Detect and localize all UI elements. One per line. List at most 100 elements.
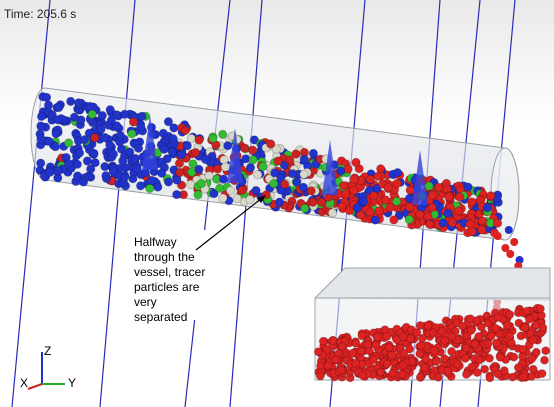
particle bbox=[405, 202, 415, 212]
bin-particle bbox=[313, 347, 323, 357]
particle bbox=[271, 144, 281, 154]
bin-particle bbox=[430, 346, 440, 355]
particle bbox=[87, 109, 97, 120]
annotation-box bbox=[128, 230, 220, 320]
particle bbox=[467, 197, 477, 207]
bin-particle bbox=[499, 366, 509, 376]
particle bbox=[392, 168, 403, 178]
particle bbox=[273, 156, 283, 166]
particle bbox=[82, 156, 93, 166]
particle bbox=[163, 117, 174, 127]
particle bbox=[258, 161, 268, 172]
bin-particle bbox=[485, 373, 495, 383]
particle bbox=[482, 203, 492, 213]
particle bbox=[415, 209, 425, 220]
bin-particle bbox=[440, 354, 449, 364]
bin-particle bbox=[504, 331, 514, 341]
particle bbox=[245, 194, 255, 205]
bin-particle bbox=[466, 326, 476, 335]
bin-particle bbox=[476, 322, 486, 332]
particle bbox=[193, 190, 203, 200]
bin-particle bbox=[467, 362, 477, 372]
particle bbox=[72, 159, 83, 170]
particle bbox=[266, 139, 276, 149]
particle bbox=[486, 191, 496, 201]
particle bbox=[127, 129, 137, 139]
particle bbox=[337, 201, 347, 212]
bin-particle bbox=[431, 357, 441, 367]
particle bbox=[477, 216, 487, 226]
particle bbox=[352, 202, 363, 213]
particle bbox=[251, 185, 261, 196]
particle bbox=[132, 163, 142, 174]
particle bbox=[279, 160, 289, 170]
particle bbox=[249, 135, 260, 145]
bin-particle bbox=[371, 340, 381, 350]
particle bbox=[168, 134, 178, 144]
bin-particle bbox=[528, 335, 538, 345]
particle bbox=[370, 215, 380, 225]
particle bbox=[194, 164, 204, 175]
bin-particle bbox=[376, 367, 386, 377]
bin-particle bbox=[428, 327, 438, 337]
bin-particle bbox=[373, 332, 382, 342]
particle bbox=[380, 195, 391, 205]
bin-particle bbox=[483, 339, 493, 349]
particle bbox=[276, 173, 286, 183]
particle bbox=[365, 174, 375, 185]
particle bbox=[41, 92, 52, 103]
particle bbox=[36, 158, 46, 168]
bin-particle bbox=[493, 312, 503, 322]
particle bbox=[36, 111, 47, 122]
particle bbox=[444, 192, 454, 202]
particle bbox=[69, 112, 80, 122]
bin-particles bbox=[313, 303, 551, 383]
annotation-line: Halfway bbox=[134, 235, 177, 249]
particle bbox=[119, 172, 130, 183]
particle bbox=[89, 148, 99, 159]
particle bbox=[492, 218, 503, 228]
particle bbox=[327, 208, 338, 218]
bin-particle bbox=[337, 342, 347, 351]
particle bbox=[300, 203, 310, 214]
particle bbox=[146, 175, 157, 186]
falling-particle bbox=[501, 244, 510, 252]
bin-particle bbox=[535, 304, 545, 314]
bin-particle bbox=[363, 340, 373, 349]
particle bbox=[365, 207, 376, 217]
arrow-head bbox=[257, 195, 266, 203]
particle bbox=[316, 197, 327, 207]
falling-particle bbox=[504, 226, 513, 234]
particle bbox=[133, 143, 144, 154]
bin-particle bbox=[518, 372, 528, 382]
particle bbox=[180, 125, 191, 136]
particle bbox=[135, 181, 146, 191]
bin-particle bbox=[461, 369, 471, 379]
particle bbox=[101, 171, 111, 181]
bin-particle bbox=[351, 358, 361, 368]
particle bbox=[215, 183, 225, 194]
particle bbox=[225, 185, 236, 196]
particle bbox=[119, 109, 130, 120]
bin-particle bbox=[420, 363, 430, 373]
particle bbox=[344, 205, 355, 216]
bin-particle bbox=[398, 360, 408, 370]
particles bbox=[35, 92, 524, 312]
bin-particle bbox=[527, 353, 537, 363]
bin-particle bbox=[417, 333, 427, 343]
bin-particle bbox=[447, 331, 457, 341]
bin-particle bbox=[447, 346, 457, 356]
particle bbox=[50, 142, 61, 152]
bin-particle bbox=[541, 346, 551, 356]
bin-particle bbox=[337, 365, 346, 375]
bin-particle bbox=[513, 363, 523, 373]
bin-particle bbox=[415, 321, 425, 330]
annotation-line: separated bbox=[134, 310, 187, 324]
particle bbox=[194, 135, 204, 145]
particle bbox=[137, 111, 147, 122]
particle bbox=[209, 188, 219, 199]
bin-particle bbox=[509, 352, 519, 362]
particle bbox=[90, 133, 100, 143]
particle bbox=[96, 124, 106, 135]
bin-particle bbox=[461, 343, 471, 353]
